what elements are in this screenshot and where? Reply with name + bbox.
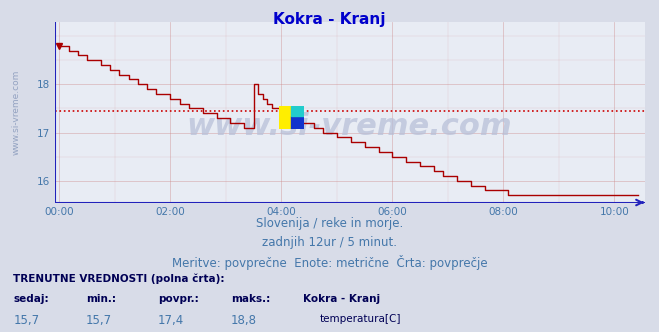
Text: 15,7: 15,7 — [86, 314, 112, 327]
Text: TRENUTNE VREDNOSTI (polna črta):: TRENUTNE VREDNOSTI (polna črta): — [13, 274, 225, 285]
Text: min.:: min.: — [86, 294, 116, 304]
Bar — [291, 106, 304, 116]
Text: povpr.:: povpr.: — [158, 294, 199, 304]
Text: 15,7: 15,7 — [13, 314, 40, 327]
Text: Kokra - Kranj: Kokra - Kranj — [303, 294, 380, 304]
Text: Kokra - Kranj: Kokra - Kranj — [273, 12, 386, 27]
Bar — [279, 106, 291, 129]
Text: maks.:: maks.: — [231, 294, 270, 304]
Text: 18,8: 18,8 — [231, 314, 256, 327]
Text: Meritve: povprečne  Enote: metrične  Črta: povprečje: Meritve: povprečne Enote: metrične Črta:… — [172, 255, 487, 270]
Text: www.si-vreme.com: www.si-vreme.com — [186, 112, 513, 141]
Text: sedaj:: sedaj: — [13, 294, 49, 304]
Text: 17,4: 17,4 — [158, 314, 185, 327]
Bar — [291, 116, 304, 129]
Text: Slovenija / reke in morje.: Slovenija / reke in morje. — [256, 217, 403, 230]
Text: www.si-vreme.com: www.si-vreme.com — [12, 69, 21, 155]
Text: zadnjih 12ur / 5 minut.: zadnjih 12ur / 5 minut. — [262, 236, 397, 249]
Text: temperatura[C]: temperatura[C] — [320, 314, 401, 324]
